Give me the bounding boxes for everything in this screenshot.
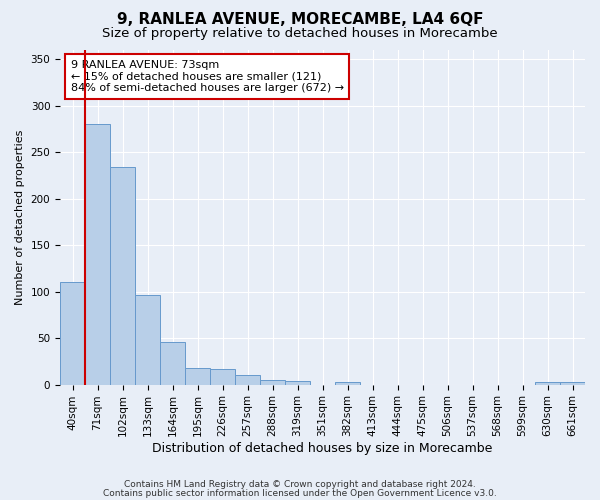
- Bar: [235, 376, 260, 384]
- Bar: [535, 382, 560, 384]
- Bar: [160, 342, 185, 384]
- Bar: [185, 368, 210, 384]
- Bar: [60, 282, 85, 384]
- Text: Contains HM Land Registry data © Crown copyright and database right 2024.: Contains HM Land Registry data © Crown c…: [124, 480, 476, 489]
- Bar: [110, 167, 135, 384]
- Bar: [210, 369, 235, 384]
- Bar: [260, 380, 285, 384]
- Text: 9, RANLEA AVENUE, MORECAMBE, LA4 6QF: 9, RANLEA AVENUE, MORECAMBE, LA4 6QF: [117, 12, 483, 28]
- Text: Size of property relative to detached houses in Morecambe: Size of property relative to detached ho…: [102, 28, 498, 40]
- Y-axis label: Number of detached properties: Number of detached properties: [15, 130, 25, 305]
- Text: Contains public sector information licensed under the Open Government Licence v3: Contains public sector information licen…: [103, 488, 497, 498]
- Bar: [560, 382, 585, 384]
- Bar: [285, 381, 310, 384]
- Bar: [85, 124, 110, 384]
- X-axis label: Distribution of detached houses by size in Morecambe: Distribution of detached houses by size …: [152, 442, 493, 455]
- Text: 9 RANLEA AVENUE: 73sqm
← 15% of detached houses are smaller (121)
84% of semi-de: 9 RANLEA AVENUE: 73sqm ← 15% of detached…: [71, 60, 344, 93]
- Bar: [335, 382, 360, 384]
- Bar: [135, 296, 160, 384]
